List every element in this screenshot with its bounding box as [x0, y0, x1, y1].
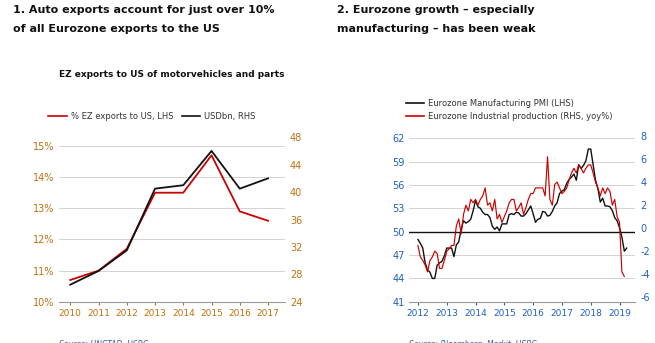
Text: 1. Auto exports account for just over 10%: 1. Auto exports account for just over 10… — [13, 5, 274, 15]
Text: of all Eurozone exports to the US: of all Eurozone exports to the US — [13, 24, 220, 34]
Legend: % EZ exports to US, LHS, USDbn, RHS: % EZ exports to US, LHS, USDbn, RHS — [45, 109, 259, 125]
Text: EZ exports to US of motorvehicles and parts: EZ exports to US of motorvehicles and pa… — [59, 70, 285, 79]
Legend: Eurozone Manufacturing PMI (LHS), Eurozone Industrial production (RHS, yoy%): Eurozone Manufacturing PMI (LHS), Eurozo… — [402, 96, 616, 125]
Text: 2. Eurozone growth – especially: 2. Eurozone growth – especially — [337, 5, 535, 15]
Text: Source: UNCTAD, HSBC: Source: UNCTAD, HSBC — [59, 340, 148, 343]
Text: Source: Bloomberg, Markit, HSBC: Source: Bloomberg, Markit, HSBC — [409, 340, 537, 343]
Text: manufacturing – has been weak: manufacturing – has been weak — [337, 24, 536, 34]
